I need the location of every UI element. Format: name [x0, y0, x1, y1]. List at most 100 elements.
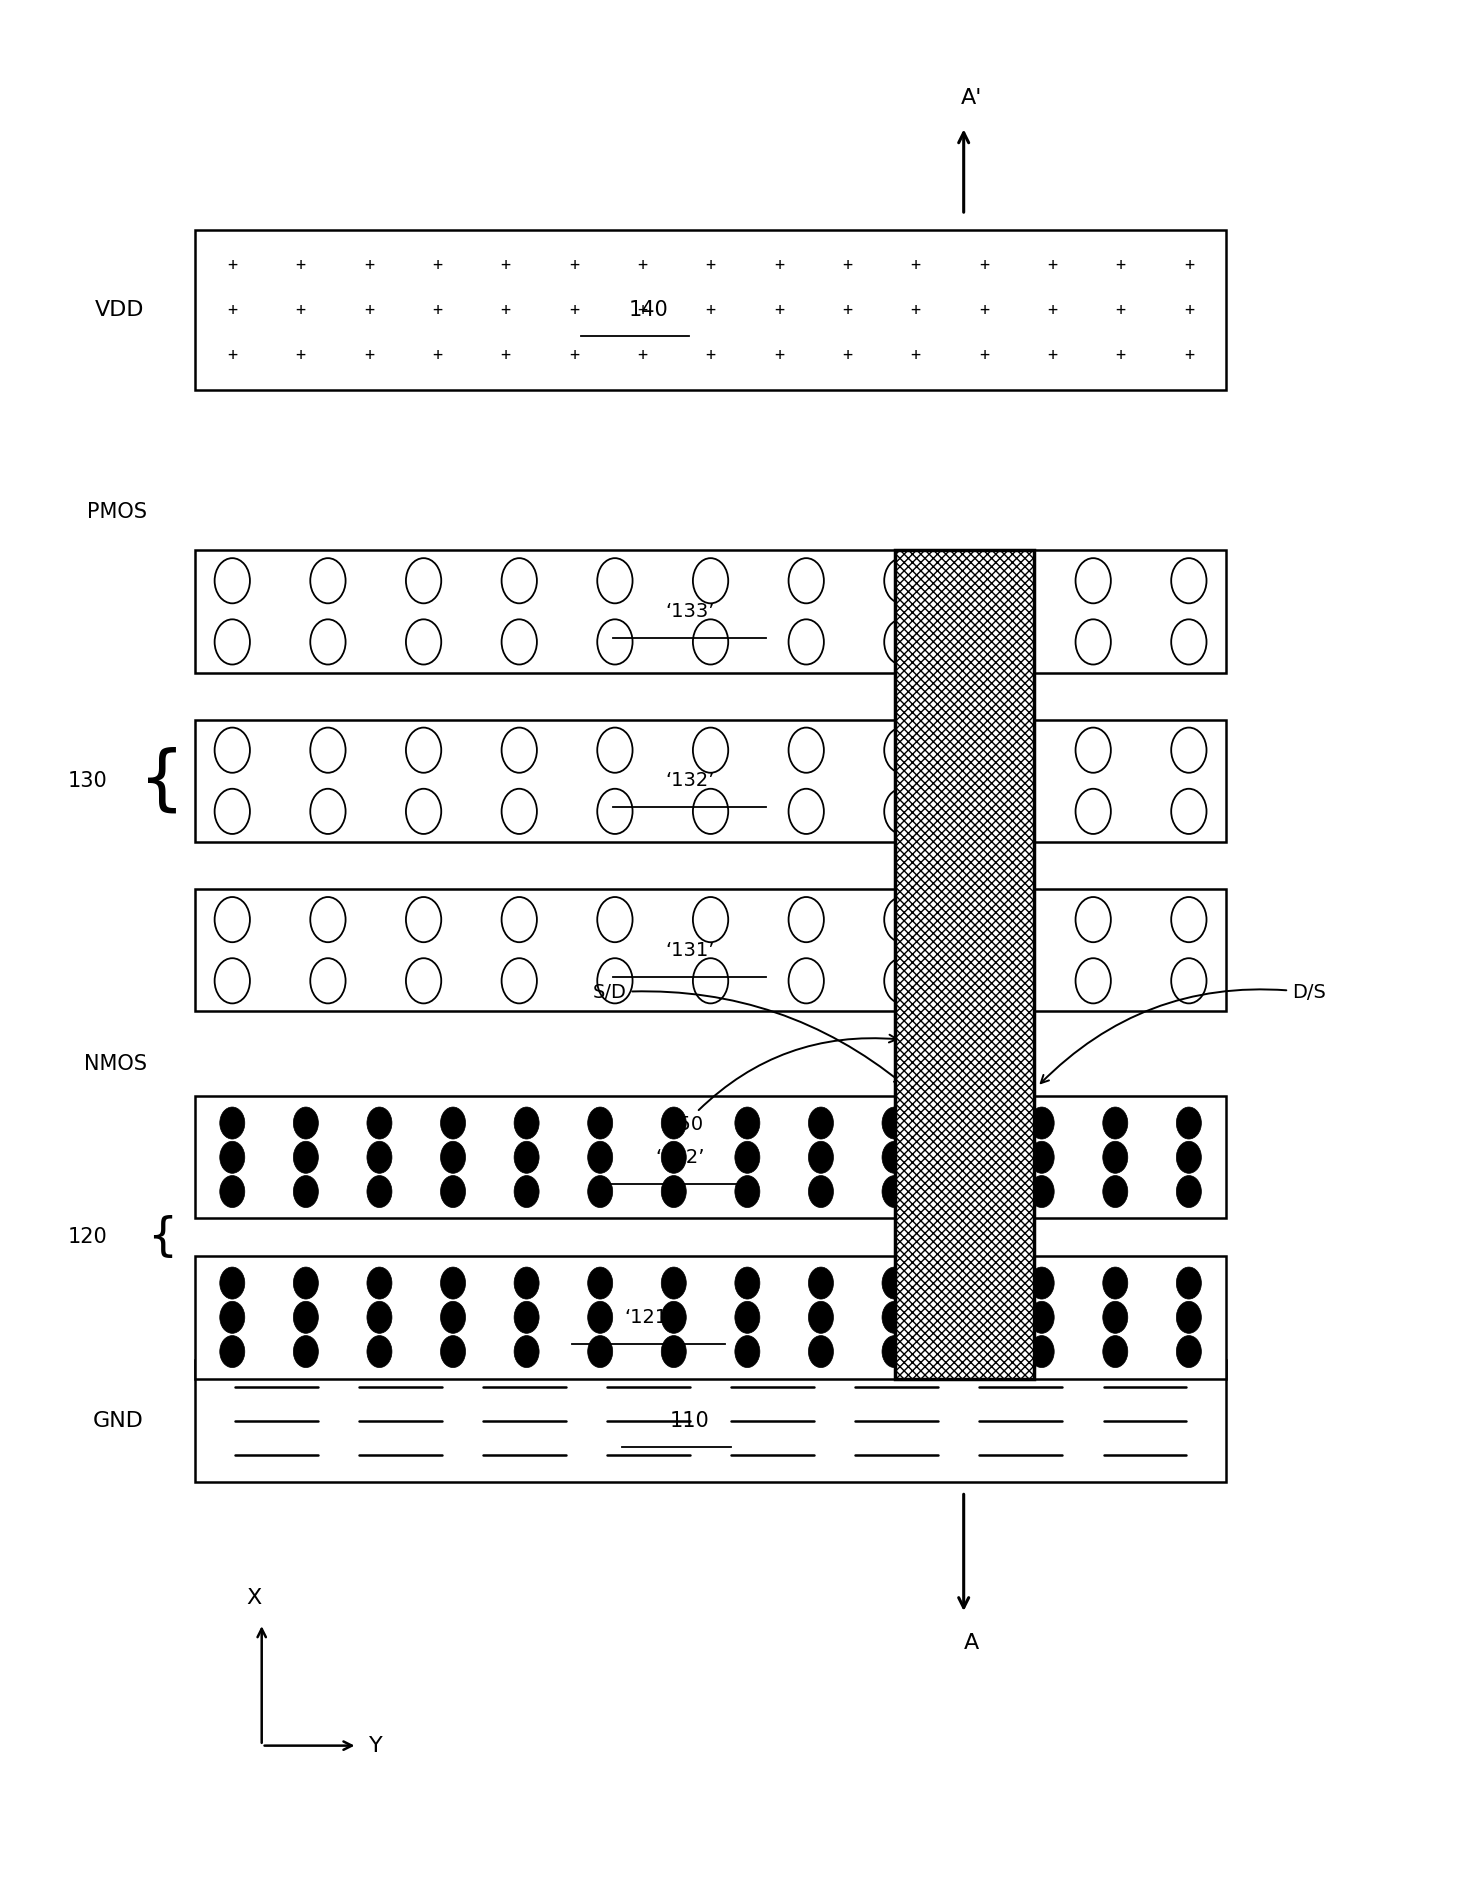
Bar [195, 550, 1225, 673]
Text: +: + [568, 301, 579, 320]
Text: +: + [978, 301, 989, 320]
Circle shape [1029, 1335, 1054, 1367]
Text: +: + [228, 346, 237, 363]
Text: +: + [910, 346, 921, 363]
Bar [195, 231, 1225, 390]
Text: +: + [1048, 301, 1057, 320]
Text: +: + [638, 346, 647, 363]
Text: {: { [139, 747, 185, 815]
Circle shape [367, 1176, 392, 1208]
Circle shape [736, 1335, 759, 1367]
Text: +: + [568, 257, 579, 274]
Circle shape [1177, 1267, 1202, 1299]
Circle shape [588, 1301, 613, 1333]
Circle shape [293, 1301, 318, 1333]
Circle shape [514, 1335, 539, 1367]
Text: +: + [1048, 346, 1057, 363]
Circle shape [514, 1176, 539, 1208]
Text: +: + [432, 301, 443, 320]
Circle shape [367, 1267, 392, 1299]
Text: +: + [1116, 346, 1125, 363]
Circle shape [219, 1142, 244, 1172]
Circle shape [736, 1176, 759, 1208]
Text: ‘122’: ‘122’ [656, 1148, 704, 1167]
Text: +: + [842, 257, 852, 274]
Circle shape [441, 1142, 466, 1172]
Circle shape [441, 1335, 466, 1367]
Text: ‘133’: ‘133’ [665, 601, 715, 620]
Text: A': A' [961, 87, 981, 108]
Text: X: X [247, 1588, 262, 1607]
Text: 130: 130 [68, 772, 108, 790]
Circle shape [293, 1267, 318, 1299]
Circle shape [514, 1267, 539, 1299]
Circle shape [1177, 1106, 1202, 1138]
Text: 150: 150 [666, 1034, 897, 1135]
Bar [195, 720, 1225, 841]
Text: Y: Y [369, 1736, 383, 1755]
Circle shape [808, 1301, 833, 1333]
Text: S/D: S/D [593, 983, 903, 1084]
Circle shape [882, 1142, 907, 1172]
Circle shape [662, 1142, 687, 1172]
Bar [894, 550, 1035, 1379]
Text: +: + [500, 257, 511, 274]
Circle shape [588, 1142, 613, 1172]
Text: +: + [1116, 257, 1125, 274]
Text: +: + [228, 301, 237, 320]
Text: +: + [910, 257, 921, 274]
Text: +: + [1048, 257, 1057, 274]
Circle shape [441, 1267, 466, 1299]
Bar [195, 1097, 1225, 1218]
Circle shape [808, 1142, 833, 1172]
Circle shape [441, 1106, 466, 1138]
Circle shape [882, 1176, 907, 1208]
Circle shape [588, 1106, 613, 1138]
Text: +: + [1184, 257, 1194, 274]
Text: 120: 120 [68, 1227, 108, 1248]
Circle shape [1029, 1267, 1054, 1299]
Circle shape [293, 1142, 318, 1172]
Circle shape [1103, 1176, 1128, 1208]
Text: +: + [364, 301, 374, 320]
Circle shape [367, 1335, 392, 1367]
Text: +: + [706, 257, 715, 274]
Text: +: + [296, 301, 305, 320]
Circle shape [1103, 1335, 1128, 1367]
Circle shape [367, 1301, 392, 1333]
Circle shape [956, 1142, 981, 1172]
Circle shape [219, 1335, 244, 1367]
Circle shape [1103, 1106, 1128, 1138]
Text: NMOS: NMOS [84, 1053, 147, 1074]
Text: +: + [706, 301, 715, 320]
Text: +: + [978, 257, 989, 274]
Circle shape [1177, 1176, 1202, 1208]
Circle shape [588, 1176, 613, 1208]
Circle shape [808, 1106, 833, 1138]
Circle shape [293, 1176, 318, 1208]
Circle shape [588, 1335, 613, 1367]
Circle shape [808, 1335, 833, 1367]
Circle shape [956, 1335, 981, 1367]
Circle shape [956, 1106, 981, 1138]
Text: +: + [1184, 301, 1194, 320]
Circle shape [441, 1176, 466, 1208]
Circle shape [514, 1106, 539, 1138]
Circle shape [808, 1176, 833, 1208]
Circle shape [514, 1142, 539, 1172]
Text: +: + [638, 257, 647, 274]
Circle shape [736, 1267, 759, 1299]
Text: VDD: VDD [95, 301, 144, 320]
Bar [894, 550, 1035, 1379]
Circle shape [1103, 1301, 1128, 1333]
Circle shape [736, 1301, 759, 1333]
Bar [195, 889, 1225, 1012]
Text: PMOS: PMOS [87, 501, 147, 522]
Text: +: + [774, 301, 784, 320]
Text: +: + [978, 346, 989, 363]
Text: +: + [1184, 346, 1194, 363]
Circle shape [662, 1106, 687, 1138]
Circle shape [1029, 1142, 1054, 1172]
Circle shape [662, 1301, 687, 1333]
Circle shape [1103, 1267, 1128, 1299]
